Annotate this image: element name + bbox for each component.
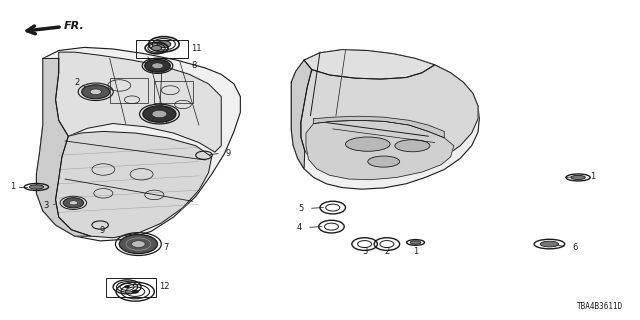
Circle shape <box>157 41 171 48</box>
Polygon shape <box>36 59 91 236</box>
Text: 7: 7 <box>163 243 168 252</box>
Ellipse shape <box>410 241 421 244</box>
Circle shape <box>90 89 101 95</box>
Text: 8: 8 <box>191 61 196 70</box>
Text: 12: 12 <box>159 282 170 292</box>
Circle shape <box>132 241 145 247</box>
Text: 3: 3 <box>362 247 367 257</box>
Polygon shape <box>301 65 478 177</box>
Text: 6: 6 <box>572 243 578 252</box>
Polygon shape <box>56 132 212 238</box>
Text: 4: 4 <box>297 223 302 232</box>
Circle shape <box>125 286 129 288</box>
Text: 3: 3 <box>44 201 49 210</box>
Circle shape <box>63 198 84 208</box>
Polygon shape <box>314 116 444 138</box>
Text: 11: 11 <box>191 44 202 52</box>
Polygon shape <box>291 60 312 169</box>
Polygon shape <box>304 50 435 79</box>
Text: 9: 9 <box>226 148 231 157</box>
Ellipse shape <box>395 140 430 152</box>
Circle shape <box>82 85 109 99</box>
Text: 2: 2 <box>74 78 79 87</box>
Text: 2: 2 <box>384 247 390 257</box>
Ellipse shape <box>368 156 399 167</box>
Circle shape <box>152 45 162 51</box>
Polygon shape <box>36 47 241 241</box>
Circle shape <box>143 106 176 122</box>
Circle shape <box>69 201 77 205</box>
Polygon shape <box>306 120 454 180</box>
Polygon shape <box>291 50 479 189</box>
Text: 1: 1 <box>10 182 15 191</box>
Ellipse shape <box>346 137 390 151</box>
Circle shape <box>132 290 139 293</box>
Ellipse shape <box>540 241 559 247</box>
Text: TBA4B3611D: TBA4B3611D <box>577 302 623 311</box>
Text: 1: 1 <box>590 172 595 181</box>
Ellipse shape <box>571 175 586 180</box>
Text: 5: 5 <box>299 204 304 213</box>
Ellipse shape <box>29 185 44 189</box>
Text: 1: 1 <box>413 247 418 256</box>
Text: 9: 9 <box>99 226 105 235</box>
Circle shape <box>152 110 167 118</box>
Circle shape <box>152 63 163 69</box>
Circle shape <box>119 235 157 253</box>
Circle shape <box>145 60 170 72</box>
Polygon shape <box>56 52 221 152</box>
Text: FR.: FR. <box>64 21 84 31</box>
